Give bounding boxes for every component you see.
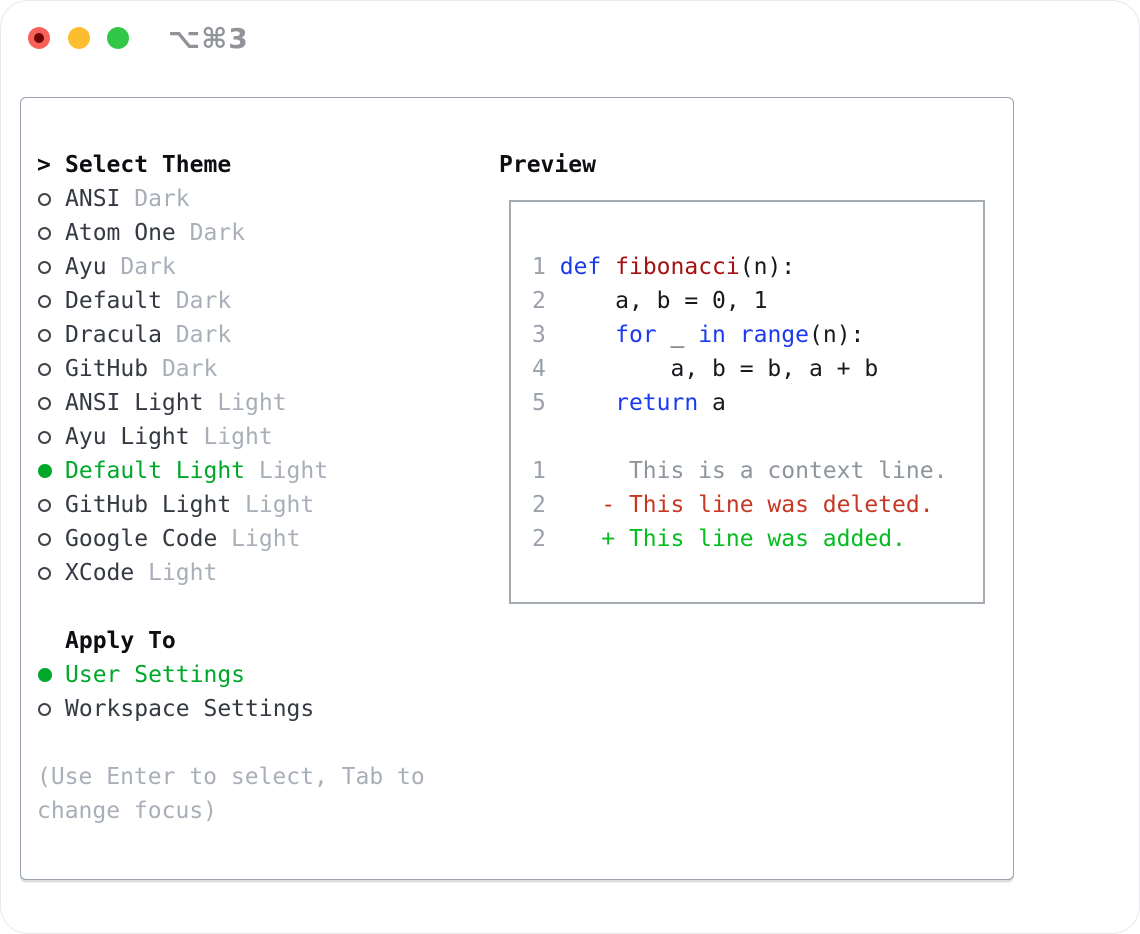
theme-option-ansi-light[interactable]: ANSI Light Light — [37, 386, 328, 420]
radio-icon — [38, 498, 51, 512]
theme-option-github[interactable]: GitHub Dark — [37, 352, 328, 386]
apply-section: Apply To User Settings Workspace Settings — [37, 624, 314, 726]
radio-icon — [38, 396, 51, 410]
radio-icon — [38, 532, 51, 546]
theme-name: ANSI Light — [65, 390, 204, 416]
prompt-marker-icon: > — [37, 152, 51, 178]
apply-option-user-settings[interactable]: User Settings — [37, 658, 314, 692]
theme-name: Default — [65, 288, 162, 314]
titlebar: ⌥⌘3 — [1, 1, 1139, 76]
theme-variant: Light — [134, 560, 218, 586]
apply-option-label: Workspace Settings — [65, 696, 315, 722]
diff-deleted-line: 2 - This line was deleted. — [532, 492, 934, 518]
theme-option-default-light[interactable]: Default Light Light — [37, 454, 328, 488]
minimize-button[interactable] — [68, 27, 90, 49]
radio-selected-icon — [38, 668, 52, 682]
hint-line: change focus) — [37, 798, 218, 824]
code-line-3: 3 for _ in range(n): — [532, 322, 865, 348]
theme-option-atom-one[interactable]: Atom One Dark — [37, 216, 328, 250]
radio-icon — [38, 260, 51, 274]
theme-list: > Select Theme ANSI Dark Atom One Dark Ayu… — [37, 148, 328, 590]
preview-header: Preview — [499, 148, 985, 182]
theme-name: ANSI — [65, 186, 121, 212]
window-title: ⌥⌘3 — [168, 22, 249, 55]
theme-variant: Dark — [120, 186, 190, 212]
radio-icon — [38, 430, 51, 444]
close-button[interactable] — [28, 27, 50, 49]
blank-line — [532, 420, 983, 454]
theme-option-dracula[interactable]: Dracula Dark — [37, 318, 328, 352]
theme-option-ayu-light[interactable]: Ayu Light Light — [37, 420, 328, 454]
theme-name: Dracula — [65, 322, 162, 348]
theme-picker-header: > Select Theme — [37, 148, 328, 182]
theme-option-github-light[interactable]: GitHub Light Light — [37, 488, 328, 522]
theme-variant: Light — [231, 492, 315, 518]
preview-title: Preview — [499, 152, 596, 178]
theme-variant: Light — [189, 424, 273, 450]
close-dot-icon — [34, 33, 44, 43]
theme-name: Ayu Light — [65, 424, 190, 450]
theme-name: Atom One — [65, 220, 176, 246]
zoom-button[interactable] — [107, 27, 129, 49]
theme-name: GitHub Light — [65, 492, 232, 518]
theme-variant: Light — [203, 390, 287, 416]
apply-option-label: User Settings — [65, 662, 246, 688]
preview-section: Preview 1 def fibonacci(n): 2 a, b = 0, 1… — [499, 148, 985, 604]
code-line-4: 4 a, b = b, a + b — [532, 356, 879, 382]
radio-icon — [38, 702, 51, 716]
radio-icon — [38, 566, 51, 580]
diff-added-line: 2 + This line was added. — [532, 526, 906, 552]
radio-selected-icon — [38, 464, 52, 478]
hint-text: (Use Enter to select, Tab to change focus… — [37, 760, 425, 828]
theme-variant: Light — [217, 526, 301, 552]
radio-icon — [38, 328, 51, 342]
code-line-1: 1 def fibonacci(n): — [532, 254, 796, 280]
theme-option-ayu[interactable]: Ayu Dark — [37, 250, 328, 284]
diff-context-line: 1 This is a context line. — [532, 458, 948, 484]
radio-icon — [38, 226, 51, 240]
hint-line: (Use Enter to select, Tab to — [37, 764, 425, 790]
theme-name: Default Light — [65, 458, 246, 484]
code-line-5: 5 return a — [532, 390, 726, 416]
select-theme-title: Select Theme — [65, 152, 232, 178]
theme-option-google-code[interactable]: Google Code Light — [37, 522, 328, 556]
theme-name: Ayu — [65, 254, 107, 280]
preview-box: 1 def fibonacci(n): 2 a, b = 0, 1 3 for _ … — [509, 200, 985, 604]
apply-option-workspace-settings[interactable]: Workspace Settings — [37, 692, 314, 726]
radio-icon — [38, 294, 51, 308]
radio-icon — [38, 192, 51, 206]
theme-options-container: ANSI Dark Atom One Dark Ayu Dark Default Da… — [37, 182, 328, 590]
code-line-2: 2 a, b = 0, 1 — [532, 288, 768, 314]
theme-option-ansi[interactable]: ANSI Dark — [37, 182, 328, 216]
theme-variant: Dark — [175, 220, 246, 246]
theme-option-xcode[interactable]: XCode Light — [37, 556, 328, 590]
theme-variant: Light — [245, 458, 329, 484]
theme-variant: Dark — [161, 322, 232, 348]
apply-to-header: Apply To — [37, 624, 314, 658]
theme-name: XCode — [65, 560, 135, 586]
theme-name: Google Code — [65, 526, 218, 552]
apply-to-title: Apply To — [65, 628, 176, 654]
theme-variant: Dark — [106, 254, 176, 280]
radio-icon — [38, 362, 51, 376]
theme-option-default[interactable]: Default Dark — [37, 284, 328, 318]
main-panel: > Select Theme ANSI Dark Atom One Dark Ayu… — [20, 97, 1014, 880]
apply-options-container: User Settings Workspace Settings — [37, 658, 314, 726]
theme-variant: Dark — [148, 356, 218, 382]
theme-variant: Dark — [161, 288, 232, 314]
theme-name: GitHub — [65, 356, 149, 382]
